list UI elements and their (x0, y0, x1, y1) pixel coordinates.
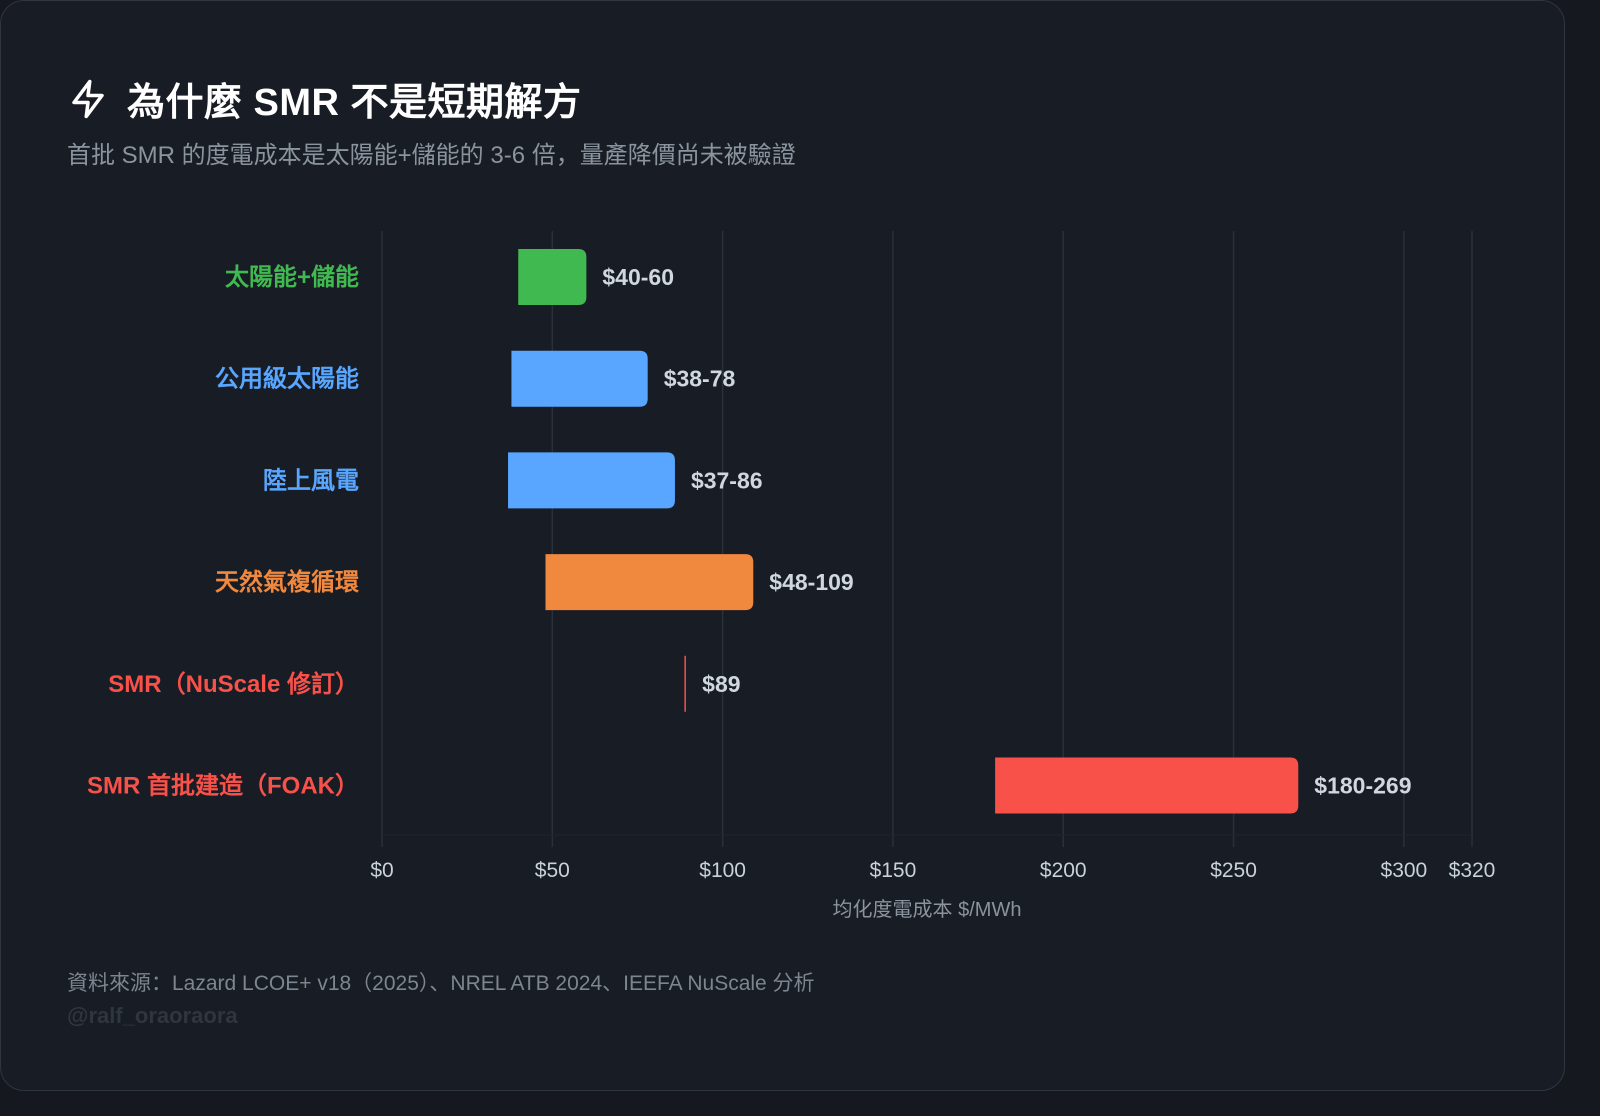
value-label: $37-86 (691, 467, 763, 493)
bar (995, 757, 1299, 814)
chart-title: 為什麼 SMR 不是短期解方 (127, 82, 582, 124)
x-tick-label: $200 (1040, 859, 1087, 882)
bar (511, 350, 648, 407)
bar (508, 452, 675, 509)
value-label: $48-109 (769, 569, 853, 595)
chart-header: 為什麼 SMR 不是短期解方 (67, 71, 582, 126)
value-label: $89 (702, 671, 740, 697)
bar (684, 655, 686, 712)
x-axis-title: 均化度電成本 $/MWh (833, 898, 1022, 921)
bar (518, 249, 587, 305)
category-label: 天然氣複循環 (215, 568, 360, 596)
x-tick-label: $50 (535, 859, 570, 882)
x-tick-label: $150 (870, 859, 917, 882)
chart-card: 為什麼 SMR 不是短期解方 首批 SMR 的度電成本是太陽能+儲能的 3-6 … (0, 0, 1565, 1091)
chart-subtitle: 首批 SMR 的度電成本是太陽能+儲能的 3-6 倍，量產降價尚未被驗證 (67, 142, 796, 169)
source-note: 資料來源：Lazard LCOE+ v18（2025）、NREL ATB 202… (67, 972, 815, 995)
x-axis-ticks: $0 $50 $100 $150 $200 $250 $300 $320 (370, 859, 1495, 882)
value-label: $180-269 (1314, 773, 1411, 799)
value-label: $40-60 (602, 264, 674, 290)
bars (508, 249, 1299, 814)
x-tick-label: $0 (370, 859, 393, 882)
x-tick-label: $250 (1210, 859, 1257, 882)
category-label: SMR 首批建造（FOAK） (87, 772, 359, 800)
category-label: SMR（NuScale 修訂） (108, 670, 359, 698)
x-tick-label: $100 (699, 859, 746, 882)
title-row: 為什麼 SMR 不是短期解方 (67, 71, 582, 126)
category-label: 陸上風電 (263, 467, 359, 494)
category-label: 太陽能+儲能 (225, 263, 359, 291)
x-tick-label: $320 (1449, 859, 1496, 882)
value-labels: $40-60 $38-78 $37-86 $48-109 $89 $180-269 (602, 264, 1411, 799)
x-tick-label: $300 (1381, 859, 1428, 882)
value-label: $38-78 (664, 366, 736, 392)
bar (545, 554, 754, 611)
category-label: 公用級太陽能 (215, 365, 359, 393)
lightning-bolt-icon (72, 79, 104, 118)
gridlines (381, 231, 1473, 847)
author-handle: @ralf_oraoraora (67, 1003, 238, 1028)
